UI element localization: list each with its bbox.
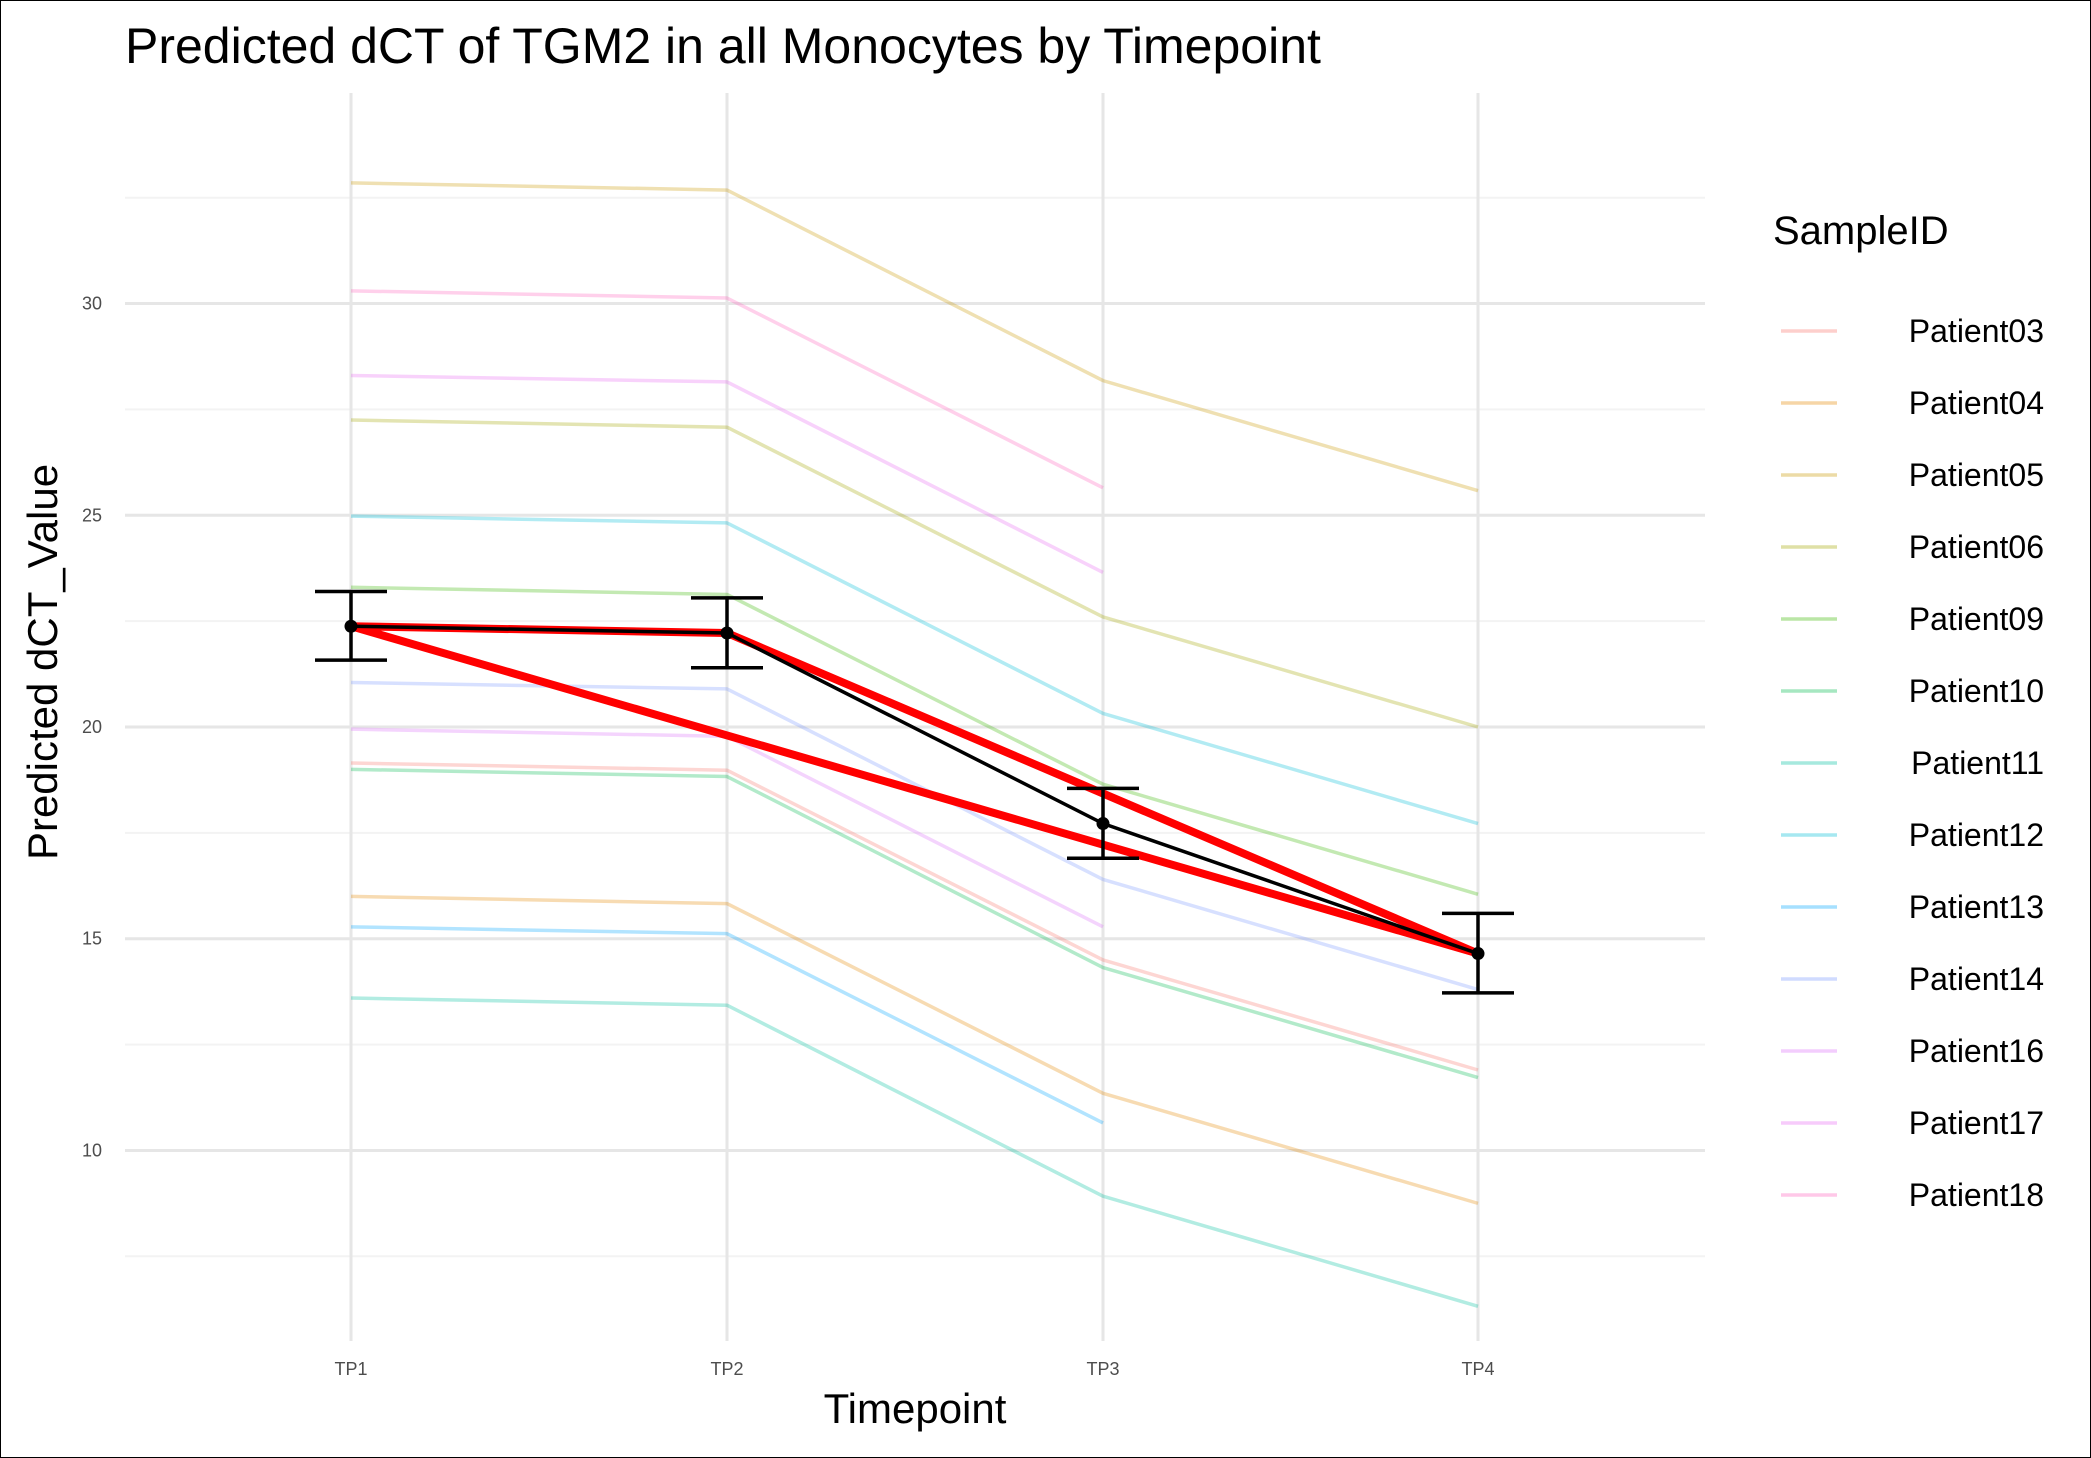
y-tick-label: 30 xyxy=(82,294,102,314)
x-tick-label: TP1 xyxy=(334,1359,367,1379)
mean-point xyxy=(1096,817,1110,831)
series-line-patient09 xyxy=(350,585,1479,896)
series-line-patient05 xyxy=(350,181,1479,493)
x-tick-label: TP2 xyxy=(710,1359,743,1379)
x-tick-label: TP4 xyxy=(1461,1359,1494,1379)
chart-title: Predicted dCT of TGM2 in all Monocytes b… xyxy=(125,18,1321,74)
series-line-patient12 xyxy=(350,514,1479,826)
mean-series xyxy=(315,589,1514,995)
y-tick-label: 15 xyxy=(82,929,102,949)
legend-label-patient17: Patient17 xyxy=(1909,1105,2044,1141)
highlight-path xyxy=(347,622,1482,958)
mean-point xyxy=(1471,947,1485,961)
highlight-line xyxy=(347,622,1482,958)
legend: SampleID Patient03 Patient04 Patient05 Pati… xyxy=(1773,209,2044,1213)
series-line-patient13 xyxy=(350,925,1104,1125)
series-line-patient03 xyxy=(350,761,1479,1072)
legend-label-patient06: Patient06 xyxy=(1909,529,2044,565)
x-axis-ticks: TP1 TP2 TP3 TP4 xyxy=(334,1359,1494,1379)
legend-label-patient03: Patient03 xyxy=(1909,313,2044,349)
series-line-patient14 xyxy=(350,680,1479,992)
legend-label-patient05: Patient05 xyxy=(1909,457,2044,493)
series-line-patient10 xyxy=(350,767,1479,1080)
x-axis-title: Timepoint xyxy=(824,1385,1007,1432)
y-tick-label: 25 xyxy=(82,505,102,525)
series-line-patient04 xyxy=(350,894,1479,1206)
mean-point xyxy=(344,619,358,633)
patient-series xyxy=(350,181,1479,1308)
mean-line xyxy=(350,624,1479,956)
legend-label-patient12: Patient12 xyxy=(1909,817,2044,853)
series-line-patient17 xyxy=(350,373,1104,575)
series-line-patient06 xyxy=(350,418,1479,729)
y-tick-label: 10 xyxy=(82,1140,102,1160)
y-tick-label: 20 xyxy=(82,717,102,737)
legend-label-patient13: Patient13 xyxy=(1909,889,2044,925)
legend-label-patient14: Patient14 xyxy=(1909,961,2044,997)
legend-label-patient18: Patient18 xyxy=(1909,1177,2044,1213)
legend-label-patient16: Patient16 xyxy=(1909,1033,2044,1069)
series-line-patient11 xyxy=(350,996,1479,1308)
y-axis-title: Predicted dCT_Value xyxy=(19,464,66,860)
legend-label-patient09: Patient09 xyxy=(1909,601,2044,637)
series-line-patient18 xyxy=(350,289,1104,490)
legend-label-patient10: Patient10 xyxy=(1909,673,2044,709)
mean-point xyxy=(720,626,734,640)
legend-label-patient11: Patient11 xyxy=(1911,745,2044,781)
legend-label-patient04: Patient04 xyxy=(1909,385,2044,421)
legend-title: SampleID xyxy=(1773,209,1949,253)
y-axis-ticks: 10 15 20 25 30 xyxy=(82,294,102,1161)
x-tick-label: TP3 xyxy=(1086,1359,1119,1379)
